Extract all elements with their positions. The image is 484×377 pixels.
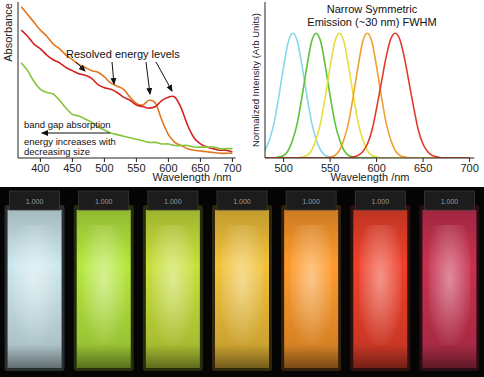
chart-1: 500550600650700Normalized Intensity (Arb… (250, 2, 479, 183)
cuvette-label: 1.000 (233, 198, 251, 205)
cuvette-photo: 1.000 1.000 1.000 1.000 1.000 1.000 1.000 (0, 187, 484, 377)
series-line (21, 30, 232, 152)
annotation-arrow (112, 62, 114, 84)
cuvette-label: 1.000 (164, 198, 182, 205)
cuvette-halo (5, 205, 65, 371)
cuvette-cap (217, 191, 267, 210)
cuvette-halo (419, 205, 479, 371)
cuvette-cap (10, 191, 60, 210)
annotation-arrow (146, 62, 150, 94)
cuvette-highlight (83, 225, 125, 345)
annotation: band gap absorptionenergy increases with… (24, 119, 116, 157)
annotation: Narrow SymmetricEmission (~30 nm) FWHM (307, 3, 436, 28)
cuvette-halo (281, 205, 341, 371)
x-tick-label: 500 (274, 162, 292, 174)
cuvette-body (8, 210, 62, 368)
cuvette-body (77, 210, 131, 368)
cuvette-cap (424, 191, 474, 210)
annotation-arrow (42, 133, 110, 134)
x-axis-label: Wavelength /nm (330, 171, 409, 183)
cuvette-halo (350, 205, 410, 371)
series-line (21, 63, 232, 149)
annotation-line: Emission (~30 nm) FWHM (307, 16, 436, 28)
cuvette-halo (74, 205, 134, 371)
x-axis (265, 158, 474, 159)
chart-0: 400450500550600650700AbsorbanceWavelengt… (2, 2, 242, 183)
cuvette-body (353, 210, 407, 368)
cuvette-cap (148, 191, 198, 210)
annotation-line: Narrow Symmetric (327, 3, 418, 15)
cuvette-cap (79, 191, 129, 210)
x-axis-label: Wavelength /nm (152, 171, 231, 183)
series-line (265, 33, 470, 158)
y-axis-label: Absorbance (2, 3, 14, 62)
x-tick-label: 400 (31, 162, 49, 174)
series-line (265, 33, 470, 158)
x-tick-label: 550 (127, 162, 145, 174)
cuvette-highlight (14, 225, 56, 345)
figure: 400450500550600650700AbsorbanceWavelengt… (0, 0, 484, 377)
y-axis (265, 2, 266, 158)
series-line (265, 33, 470, 158)
cuvette-highlight (290, 225, 332, 345)
series-group (265, 33, 470, 158)
cuvette-highlight (221, 225, 263, 345)
annotation-line: band gap absorption (24, 119, 111, 130)
y-axis-label: Normalized Intensity (Arb Units) (250, 13, 261, 147)
cuvette-cap (355, 191, 405, 210)
cuvette-label: 1.000 (26, 198, 44, 205)
cuvette-halo (212, 205, 272, 371)
series-line (265, 33, 470, 158)
cuvette-body (284, 210, 338, 368)
annotation: Resolved energy levels (66, 48, 180, 60)
x-tick-label: 650 (414, 162, 432, 174)
x-tick-label: 700 (460, 162, 478, 174)
x-tick-label: 450 (63, 162, 81, 174)
series-line (21, 7, 232, 154)
annotation-line: decreasing size (24, 146, 90, 157)
cuvette-body (422, 210, 476, 368)
x-axis (18, 158, 236, 159)
cuvette-label: 1.000 (441, 198, 459, 205)
cuvette-halo (143, 205, 203, 371)
cuvette-highlight (359, 225, 401, 345)
series-line (265, 33, 470, 158)
annotation-line: Resolved energy levels (66, 48, 180, 60)
cuvette-label: 1.000 (95, 198, 113, 205)
cuvette-label: 1.000 (372, 198, 390, 205)
cuvette-body (146, 210, 200, 368)
cuvette-label: 1.000 (302, 198, 320, 205)
x-tick-label: 500 (95, 162, 113, 174)
cuvette-body (215, 210, 269, 368)
cuvette-highlight (152, 225, 194, 345)
annotation-arrow (76, 62, 85, 71)
photo-background (0, 187, 484, 377)
series-group (21, 7, 232, 154)
annotation-arrow (156, 62, 172, 91)
cuvette-highlight (428, 225, 470, 345)
y-axis (18, 2, 19, 158)
cuvette-cap (286, 191, 336, 210)
